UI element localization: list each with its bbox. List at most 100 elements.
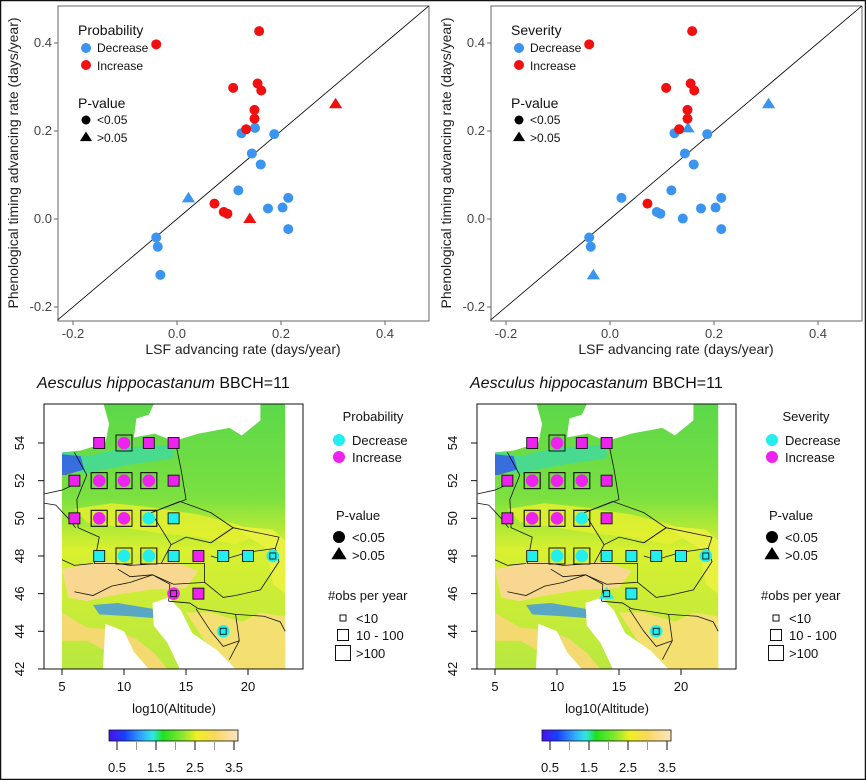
legend-increase-label: Increase [530, 59, 576, 73]
scatter-panel-top-left: -0.2 0.0 0.2 0.4 -0.2 0.0 0.2 0.4 LSF advancing … [5, 5, 430, 357]
site-circle [575, 549, 589, 563]
obs-box [219, 627, 227, 635]
point-decrease [655, 208, 666, 219]
site-decrease [625, 587, 638, 600]
obs-box [702, 552, 710, 560]
site-increase [523, 472, 541, 490]
site-circle [266, 549, 280, 563]
point-increase [222, 208, 233, 219]
site-increase [501, 474, 514, 487]
site-increase [600, 474, 613, 487]
sea-adriatic [585, 597, 669, 669]
x-tick-label: -0.2 [62, 326, 84, 341]
x-tick-label: 20 [674, 679, 688, 694]
map-title-species: Aesculus hippocastanum [36, 375, 215, 392]
obs-legend-box [335, 645, 351, 661]
x-tick-label: 5 [58, 679, 65, 694]
pvalue-legend-title: P-value [78, 95, 126, 111]
y-tick-label: 46 [12, 586, 27, 600]
colorbar-tick-label: 1.5 [580, 760, 598, 775]
point-decrease-triangle [181, 191, 196, 203]
point-increase [209, 198, 220, 209]
site-circle [575, 474, 589, 487]
site-increase [192, 587, 205, 600]
point-decrease [151, 232, 162, 243]
site-square [167, 512, 180, 525]
pvalue-legend-title: P-value [511, 95, 559, 111]
x-tick-label: 0.2 [272, 326, 290, 341]
site-square [167, 437, 180, 449]
obs-box [170, 590, 178, 598]
obs-legend-title: #obs per year [761, 588, 841, 603]
site-square [501, 512, 514, 525]
legend-title: Probability [343, 409, 404, 424]
legend-decrease-label: Decrease [530, 41, 582, 55]
point-decrease [250, 122, 260, 133]
pvalue-legend-title: P-value [769, 508, 813, 523]
legend-decrease-label: Decrease [785, 433, 841, 448]
point-decrease-triangle [681, 121, 695, 133]
site-decrease [598, 586, 615, 599]
pvalue-legend-title: P-value [336, 508, 380, 523]
site-increase [548, 434, 566, 452]
site-increase [192, 550, 205, 562]
site-decrease [140, 509, 158, 527]
site-circle [699, 549, 713, 563]
obs-box [523, 509, 541, 527]
y-tick-label: 50 [445, 511, 460, 525]
altitude-colorbar [541, 729, 672, 742]
site-circle [216, 625, 230, 638]
site-decrease [242, 550, 254, 562]
site-decrease [167, 512, 180, 525]
point-increase [642, 198, 653, 209]
point-increase [249, 104, 260, 115]
site-circle [117, 436, 131, 450]
obs-box [140, 509, 158, 527]
obs-box [90, 472, 108, 490]
obs-box [115, 547, 133, 565]
legend-pvalue-low: <0.05 [530, 113, 561, 127]
site-square [526, 550, 539, 562]
country-border [637, 548, 713, 598]
point-decrease [233, 185, 244, 196]
obs-legend-label: >100 [356, 646, 385, 661]
obs-box [115, 472, 133, 490]
legend-circle-marker [81, 115, 91, 125]
point-decrease-triangle [762, 97, 776, 109]
country-border [628, 608, 673, 647]
obs-box [548, 547, 566, 565]
y-tick-label: 48 [445, 549, 460, 563]
x-axis-label: LSF advancing rate (days/year) [145, 341, 340, 357]
site-circle [649, 625, 663, 638]
site-decrease [675, 550, 687, 562]
colorbar-tick-label: 0.5 [108, 760, 126, 775]
point-decrease [702, 129, 713, 140]
obs-box [140, 472, 158, 490]
site-decrease [600, 550, 613, 562]
x-tick-label: 10 [117, 679, 131, 694]
y-tick-label: 0.0 [467, 211, 485, 226]
reference-line-y-equals-x [57, 5, 429, 321]
site-square [242, 550, 254, 562]
site-increase [575, 437, 588, 449]
legend-increase-label: Increase [97, 59, 143, 73]
obs-legend-box [339, 614, 347, 622]
legend-triangle-marker [79, 131, 93, 142]
site-increase [140, 472, 158, 490]
site-square [167, 474, 180, 487]
y-tick-label: 46 [445, 586, 460, 600]
obs-box [140, 547, 158, 565]
site-decrease [548, 547, 566, 565]
y-axis-label: Phenological timing advancing rate (days… [438, 17, 454, 308]
y-tick-label: 44 [445, 624, 460, 638]
site-circle [550, 436, 564, 450]
site-square [675, 550, 687, 562]
altitude-colorbar [108, 729, 239, 742]
site-square [192, 587, 205, 600]
site-increase [167, 474, 180, 487]
site-decrease [115, 547, 133, 565]
x-tick-label: -0.2 [495, 326, 517, 341]
site-square [68, 474, 81, 487]
obs-legend-box [770, 629, 782, 641]
site-circle [550, 549, 564, 563]
